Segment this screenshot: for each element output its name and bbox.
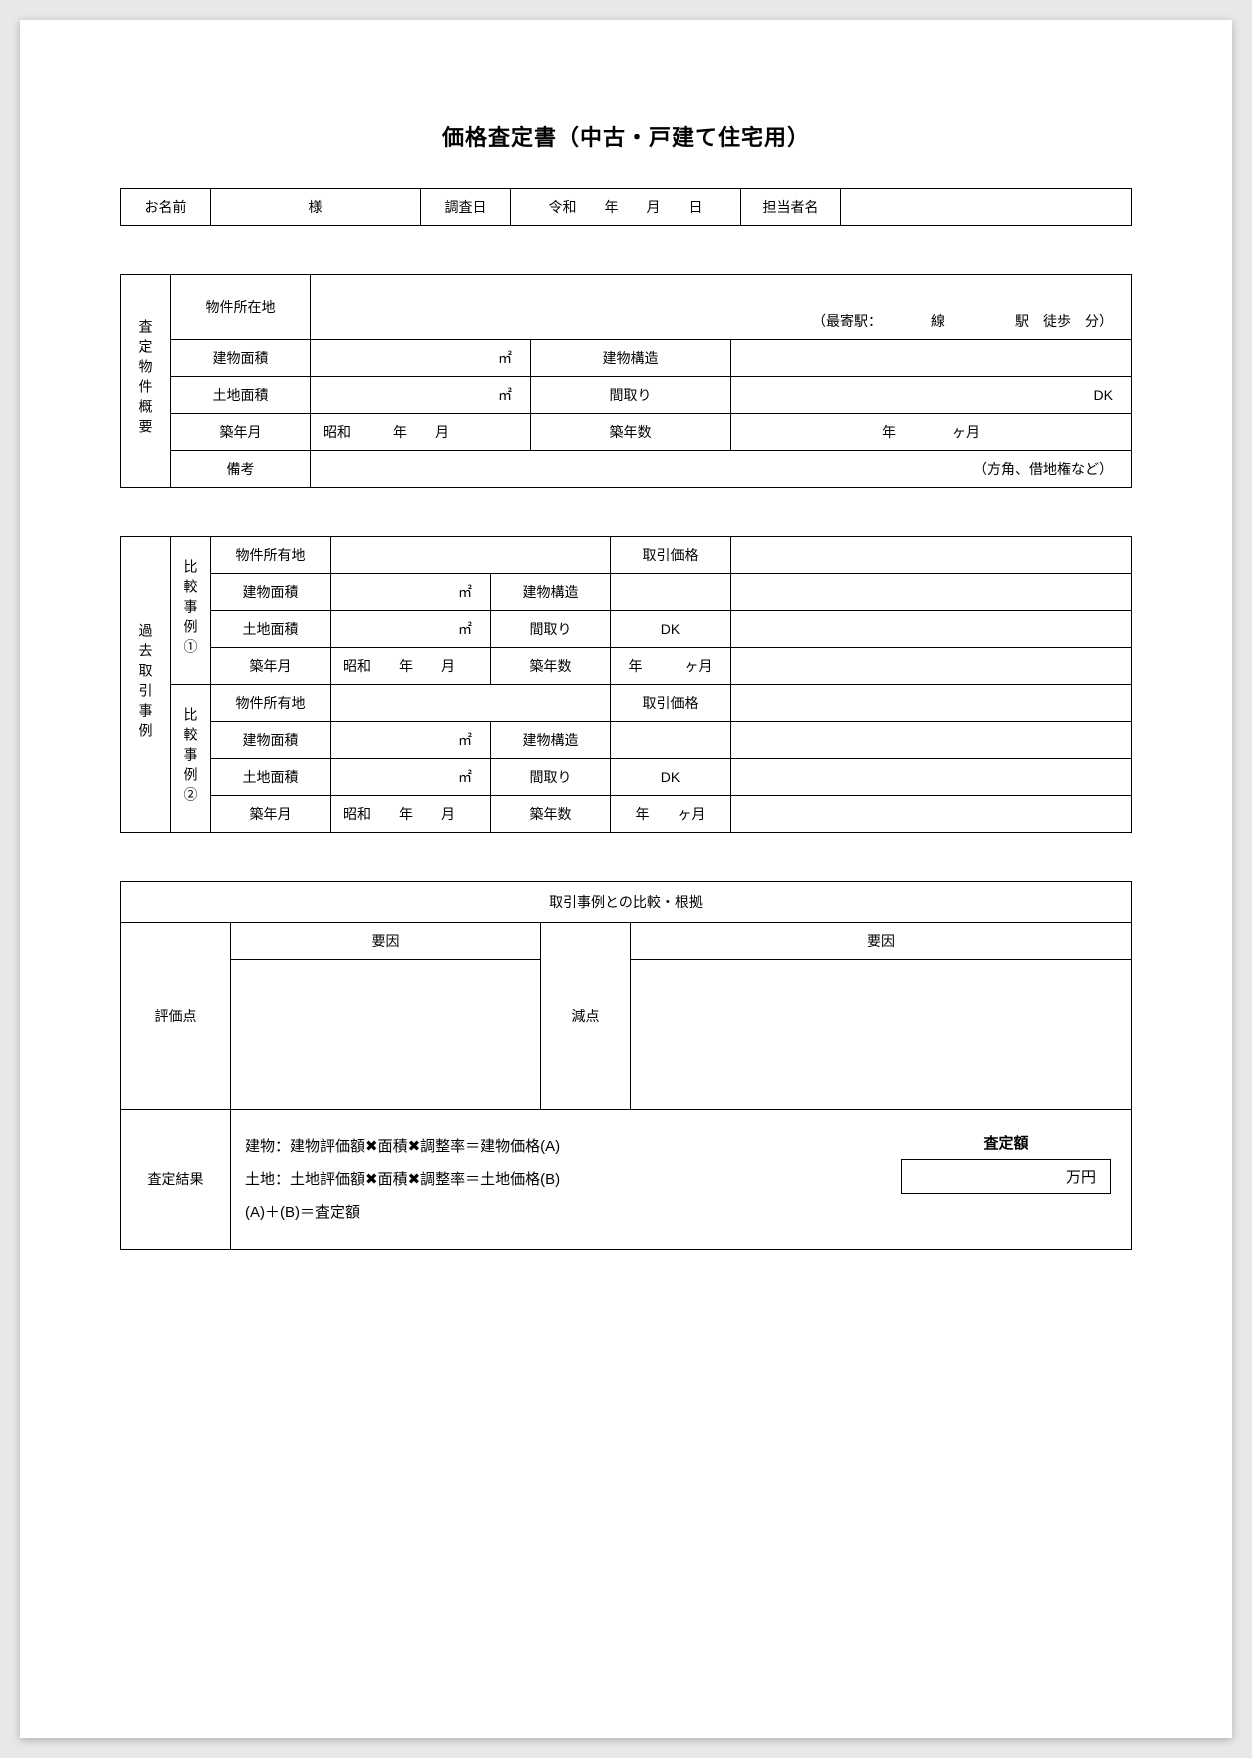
c1-extra-1[interactable]	[731, 573, 1132, 610]
eval-label: 評価点	[121, 922, 231, 1109]
c2-extra-3[interactable]	[731, 795, 1132, 832]
c2-age-label: 築年数	[491, 795, 611, 832]
remarks-label: 備考	[171, 450, 311, 487]
c1-age-label: 築年数	[491, 647, 611, 684]
compare-table: 取引事例との比較・根拠 評価点 要因 減点 要因 査定結果 建物：建物評価額✖面…	[120, 881, 1132, 1250]
deduct-label: 減点	[541, 922, 631, 1109]
document-page: 価格査定書（中古・戸建て住宅用） お名前 様 調査日 令和 年 月 日 担当者名	[20, 20, 1232, 1738]
layout-label: 間取り	[531, 376, 731, 413]
c2-price-value[interactable]	[731, 684, 1132, 721]
deduct-factor-label: 要因	[631, 922, 1132, 959]
staff-value[interactable]	[841, 189, 1132, 226]
compare-title: 取引事例との比較・根拠	[121, 881, 1132, 922]
c1-barea-value[interactable]: ㎡	[331, 573, 491, 610]
c1-age-value[interactable]: 年 ヶ月	[611, 647, 731, 684]
formula-line-1: 建物：建物評価額✖面積✖調整率＝建物価格(A)	[245, 1130, 867, 1163]
c1-layout-label: 間取り	[491, 610, 611, 647]
header-table-block: お名前 様 調査日 令和 年 月 日 担当者名	[120, 188, 1132, 226]
c1-location-value[interactable]	[331, 536, 611, 573]
formula-line-3: (A)＋(B)＝査定額	[245, 1196, 867, 1229]
c2-bym-value[interactable]: 昭和 年 月	[331, 795, 491, 832]
case1-label: 比較事例①	[171, 536, 211, 684]
c2-price-label: 取引価格	[611, 684, 731, 721]
result-cell: 建物：建物評価額✖面積✖調整率＝建物価格(A) 土地：土地評価額✖面積✖調整率＝…	[231, 1109, 1132, 1249]
age-label: 築年数	[531, 413, 731, 450]
layout-value[interactable]: DK	[731, 376, 1132, 413]
compare-block: 取引事例との比較・根拠 評価点 要因 減点 要因 査定結果 建物：建物評価額✖面…	[120, 881, 1132, 1250]
past-block: 過去取引事例 比較事例① 物件所有地 取引価格 建物面積 ㎡ 建物構造 土地面積…	[120, 536, 1132, 833]
c2-layout-value[interactable]: DK	[611, 758, 731, 795]
past-table: 過去取引事例 比較事例① 物件所有地 取引価格 建物面積 ㎡ 建物構造 土地面積…	[120, 536, 1132, 833]
result-label: 査定結果	[121, 1109, 231, 1249]
remarks-value[interactable]: （方角、借地権など）	[311, 450, 1132, 487]
building-struct-label: 建物構造	[531, 339, 731, 376]
case2-label: 比較事例②	[171, 684, 211, 832]
c1-struct-value[interactable]	[611, 573, 731, 610]
assess-value[interactable]: 万円	[901, 1159, 1111, 1194]
c1-location-label: 物件所有地	[211, 536, 331, 573]
c2-struct-label: 建物構造	[491, 721, 611, 758]
land-area-label: 土地面積	[171, 376, 311, 413]
built-ym-label: 築年月	[171, 413, 311, 450]
building-struct-value[interactable]	[731, 339, 1132, 376]
c2-larea-label: 土地面積	[211, 758, 331, 795]
formula-line-2: 土地：土地評価額✖面積✖調整率＝土地価格(B)	[245, 1163, 867, 1196]
c2-barea-label: 建物面積	[211, 721, 331, 758]
c2-bym-label: 築年月	[211, 795, 331, 832]
building-area-value[interactable]: ㎡	[311, 339, 531, 376]
page-title: 価格査定書（中古・戸建て住宅用）	[120, 120, 1132, 152]
c1-larea-value[interactable]: ㎡	[331, 610, 491, 647]
location-label: 物件所在地	[171, 275, 311, 340]
land-area-value[interactable]: ㎡	[311, 376, 531, 413]
c2-larea-value[interactable]: ㎡	[331, 758, 491, 795]
c1-price-label: 取引価格	[611, 536, 731, 573]
formula-block: 建物：建物評価額✖面積✖調整率＝建物価格(A) 土地：土地評価額✖面積✖調整率＝…	[231, 1120, 881, 1239]
age-value[interactable]: 年 ヶ月	[731, 413, 1132, 450]
overview-table: 査定物件概要 物件所在地 （最寄駅： 線 駅 徒歩 分） 建物面積 ㎡ 建物構造…	[120, 274, 1132, 488]
location-value[interactable]	[311, 275, 1132, 303]
header-table: お名前 様 調査日 令和 年 月 日 担当者名	[120, 188, 1132, 226]
survey-date-value[interactable]: 令和 年 月 日	[511, 189, 741, 226]
assess-box-wrap: 査定額 万円	[881, 1120, 1131, 1239]
overview-block: 査定物件概要 物件所在地 （最寄駅： 線 駅 徒歩 分） 建物面積 ㎡ 建物構造…	[120, 274, 1132, 488]
c2-location-label: 物件所有地	[211, 684, 331, 721]
eval-factor-label: 要因	[231, 922, 541, 959]
c2-barea-value[interactable]: ㎡	[331, 721, 491, 758]
c2-struct-value[interactable]	[611, 721, 731, 758]
c1-layout-value[interactable]: DK	[611, 610, 731, 647]
c1-price-value[interactable]	[731, 536, 1132, 573]
c1-extra-2[interactable]	[731, 610, 1132, 647]
overview-section-label: 査定物件概要	[121, 275, 171, 488]
past-section-label: 過去取引事例	[121, 536, 171, 832]
c2-age-value[interactable]: 年 ヶ月	[611, 795, 731, 832]
station-text[interactable]: （最寄駅： 線 駅 徒歩 分）	[311, 303, 1132, 340]
assess-label: 査定額	[897, 1132, 1115, 1153]
c1-extra-3[interactable]	[731, 647, 1132, 684]
staff-label: 担当者名	[741, 189, 841, 226]
deduct-factor-value[interactable]	[631, 959, 1132, 1109]
c1-struct-label: 建物構造	[491, 573, 611, 610]
built-ym-value[interactable]: 昭和 年 月	[311, 413, 531, 450]
eval-factor-value[interactable]	[231, 959, 541, 1109]
survey-date-label: 調査日	[421, 189, 511, 226]
c2-location-value[interactable]	[331, 684, 611, 721]
c1-bym-value[interactable]: 昭和 年 月	[331, 647, 491, 684]
name-label: お名前	[121, 189, 211, 226]
c1-bym-label: 築年月	[211, 647, 331, 684]
name-value[interactable]: 様	[211, 189, 421, 226]
c2-extra-1[interactable]	[731, 721, 1132, 758]
building-area-label: 建物面積	[171, 339, 311, 376]
c1-barea-label: 建物面積	[211, 573, 331, 610]
c2-extra-2[interactable]	[731, 758, 1132, 795]
c2-layout-label: 間取り	[491, 758, 611, 795]
c1-larea-label: 土地面積	[211, 610, 331, 647]
